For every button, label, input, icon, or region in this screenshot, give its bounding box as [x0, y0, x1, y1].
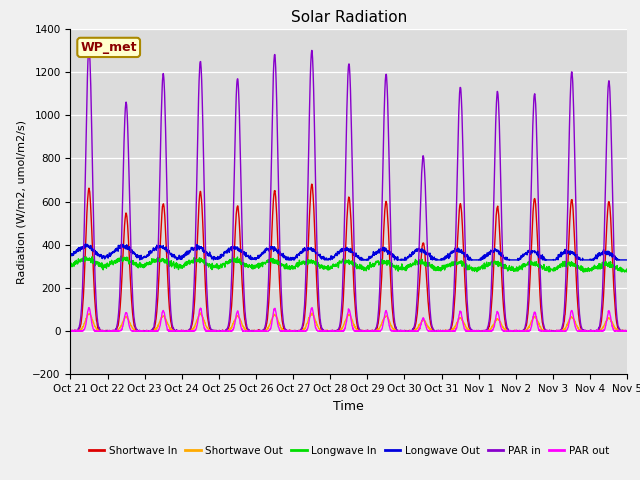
Legend: Shortwave In, Shortwave Out, Longwave In, Longwave Out, PAR in, PAR out: Shortwave In, Shortwave Out, Longwave In…	[84, 442, 613, 460]
Y-axis label: Radiation (W/m2, umol/m2/s): Radiation (W/m2, umol/m2/s)	[17, 120, 27, 284]
Text: WP_met: WP_met	[81, 41, 137, 54]
Title: Solar Radiation: Solar Radiation	[291, 10, 407, 25]
X-axis label: Time: Time	[333, 400, 364, 413]
